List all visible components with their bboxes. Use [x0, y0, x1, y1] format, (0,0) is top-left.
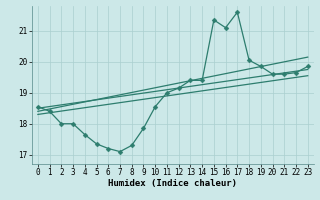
X-axis label: Humidex (Indice chaleur): Humidex (Indice chaleur) — [108, 179, 237, 188]
